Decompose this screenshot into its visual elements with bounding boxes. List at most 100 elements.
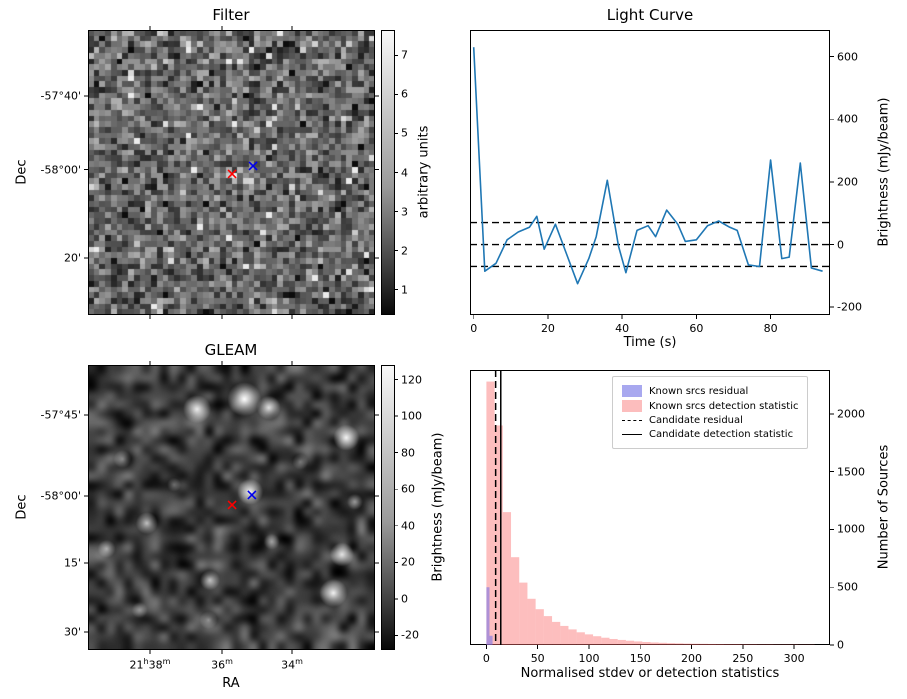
gleam-colorbar-tick-label: -20 — [401, 628, 419, 642]
filter-colorbar-tick-label: 7 — [401, 48, 408, 62]
stat-tick-label: 300 — [783, 652, 805, 665]
brightness-tick-label: -200 — [837, 300, 862, 314]
histogram-legend: Known srcs residual Known srcs detection… — [612, 376, 809, 449]
filter-colorbar-tick-label: 5 — [401, 126, 408, 140]
legend-label: Candidate residual — [649, 415, 743, 426]
dec-tick-label: -57°45' — [40, 408, 82, 422]
stat-tick-label: 150 — [629, 652, 651, 665]
filter-colorbar-label: arbitrary units — [416, 125, 432, 219]
histogram-bar — [634, 641, 643, 645]
time-tick-label: 60 — [689, 322, 704, 335]
legend-swatch-patch-pink — [622, 400, 642, 412]
gleam-colorbar — [381, 365, 395, 650]
ra-tick-label: 36m — [211, 657, 233, 672]
light-curve-y-axis-label: Brightness (mJy/beam) — [876, 97, 892, 247]
histogram-bar — [732, 644, 741, 645]
time-tick-label: 0 — [470, 322, 478, 335]
time-tick-label: 80 — [763, 322, 778, 335]
gleam-y-axis-label: Dec — [14, 494, 30, 520]
histogram-y-axis-label: Number of Sources — [876, 444, 892, 570]
histogram-bar — [691, 643, 700, 645]
count-tick-label: 1000 — [837, 522, 865, 536]
histogram-bar — [699, 643, 708, 645]
histogram-bar — [609, 638, 618, 645]
histogram-bar — [617, 639, 626, 645]
ra-tick-label: 34m — [281, 657, 303, 672]
histogram-bar — [486, 381, 495, 645]
dec-tick-label: -58°00' — [40, 489, 82, 503]
histogram-bar — [576, 632, 585, 645]
gleam-colorbar-tick-label: 120 — [401, 373, 422, 387]
histogram-bar — [757, 644, 766, 645]
histogram-bar — [601, 637, 610, 645]
filter-colorbar-tick-label: 6 — [401, 87, 408, 101]
histogram-bar — [707, 643, 717, 645]
histogram-bar — [683, 643, 692, 645]
histogram-bar — [650, 642, 659, 645]
axis-spine — [470, 30, 830, 315]
histogram-x-axis-label: Normalised stdev or detection statistics — [520, 666, 780, 681]
filter-colorbar-tick-label: 4 — [401, 166, 408, 179]
gleam-x-axis-label: RA — [222, 676, 240, 691]
histogram-bar — [765, 644, 774, 645]
stat-tick-label: 50 — [530, 652, 545, 665]
legend-label: Candidate detection statistic — [649, 429, 794, 440]
filter-colorbar-tick-label: 2 — [401, 244, 408, 258]
histogram-bar — [543, 616, 553, 645]
gleam-colorbar-label: Brightness (mJy/beam) — [430, 432, 446, 582]
histogram-bar — [675, 643, 684, 645]
histogram-bar — [494, 425, 503, 645]
time-tick-label: 20 — [540, 322, 555, 335]
gleam-colorbar-tick-label: 0 — [401, 592, 408, 606]
histogram-bar — [584, 634, 594, 645]
filter-colorbar-tick-label: 1 — [401, 283, 408, 297]
legend-item-known-srcs-residual: Known srcs residual — [622, 385, 798, 397]
dec-tick-label: 20' — [63, 251, 81, 265]
stat-tick-label: 0 — [482, 652, 490, 665]
histogram-bar — [748, 644, 758, 645]
histogram-bar — [486, 587, 490, 645]
light-curve-title: Light Curve — [606, 6, 694, 24]
filter-colorbar — [381, 30, 395, 315]
gleam-colorbar-tick-label: 60 — [401, 482, 415, 496]
count-tick-label: 500 — [837, 580, 858, 594]
histogram-bar — [740, 644, 749, 645]
stat-tick-label: 250 — [732, 652, 754, 665]
stat-tick-label: 100 — [578, 652, 600, 665]
count-tick-label: 2000 — [837, 407, 865, 421]
histogram-bar — [535, 609, 544, 645]
histogram-bar — [642, 641, 651, 645]
legend-swatch-solid-line — [622, 434, 642, 435]
light-curve-x-axis-label: Time (s) — [623, 335, 677, 350]
dec-tick-label: -57°40' — [40, 89, 82, 103]
histogram-bar — [724, 644, 733, 645]
legend-swatch-dashed-line — [622, 420, 642, 421]
histogram-bar — [593, 636, 602, 645]
filter-title: Filter — [212, 6, 250, 24]
light-curve-line — [472, 47, 823, 285]
legend-item-known-srcs-detection: Known srcs detection statistic — [622, 400, 798, 412]
histogram-bar — [527, 598, 536, 645]
filter-image — [88, 30, 375, 315]
histogram-bar — [502, 512, 512, 645]
filter-colorbar-tick-label: 3 — [401, 205, 408, 219]
histogram-bar — [560, 625, 569, 645]
gleam-image — [88, 365, 375, 650]
histogram-bar — [519, 582, 528, 645]
brightness-tick-label: 200 — [837, 175, 858, 189]
time-tick-label: 40 — [615, 322, 630, 335]
legend-item-candidate-detection: Candidate detection statistic — [622, 429, 798, 440]
gleam-title: GLEAM — [204, 341, 258, 359]
histogram-bar — [658, 642, 667, 645]
count-tick-label: 0 — [837, 638, 844, 652]
histogram-bar — [552, 621, 561, 645]
filter-y-axis-label: Dec — [14, 159, 30, 185]
gleam-colorbar-tick-label: 40 — [401, 519, 415, 533]
gleam-colorbar-tick-label: 100 — [401, 409, 422, 423]
histogram-bar — [511, 557, 520, 645]
legend-label: Known srcs detection statistic — [649, 400, 799, 412]
brightness-tick-label: 600 — [837, 50, 858, 64]
dec-tick-label: 15' — [63, 556, 81, 570]
ra-tick-label: 21h38m — [129, 657, 171, 672]
